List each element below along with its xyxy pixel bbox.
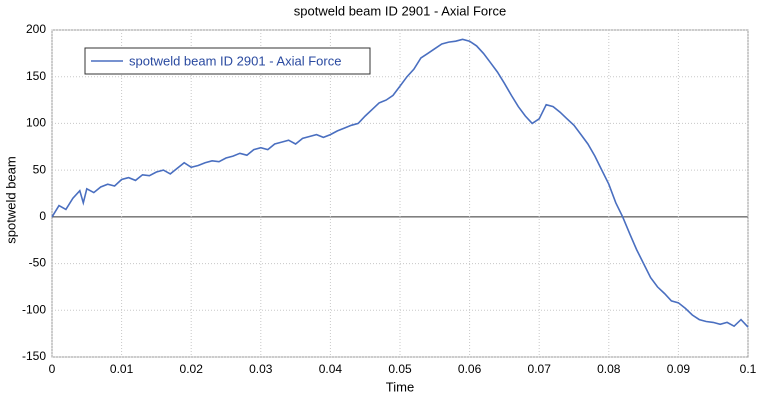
x-tick-label: 0.07 bbox=[528, 362, 552, 376]
chart-title: spotweld beam ID 2901 - Axial Force bbox=[294, 3, 506, 18]
y-tick-label: 150 bbox=[26, 69, 46, 83]
legend-label: spotweld beam ID 2901 - Axial Force bbox=[129, 53, 341, 68]
x-tick-label: 0.08 bbox=[597, 362, 621, 376]
x-tick-label: 0.05 bbox=[388, 362, 412, 376]
plot-area bbox=[51, 29, 749, 358]
x-tick-label: 0.06 bbox=[458, 362, 482, 376]
x-tick-label: 0.01 bbox=[110, 362, 134, 376]
x-tick-label: 0.1 bbox=[740, 362, 757, 376]
legend-box bbox=[84, 47, 371, 75]
y-tick-label: 200 bbox=[26, 22, 46, 36]
x-tick-label: 0.02 bbox=[180, 362, 204, 376]
y-tick-label: 100 bbox=[26, 116, 46, 130]
x-tick-label: 0.09 bbox=[667, 362, 691, 376]
y-axis-label: spotweld beam bbox=[3, 156, 18, 243]
y-tick-label: -100 bbox=[22, 302, 46, 316]
x-tick-label: 0.04 bbox=[319, 362, 343, 376]
y-tick-label: -150 bbox=[22, 349, 46, 363]
x-tick-label: 0.03 bbox=[249, 362, 273, 376]
data-line bbox=[51, 38, 749, 328]
y-tick-label: 50 bbox=[33, 162, 47, 176]
y-tick-label: 0 bbox=[39, 209, 46, 223]
y-tick-label: -50 bbox=[29, 256, 47, 270]
x-axis-label: Time bbox=[386, 379, 414, 394]
x-tick-label: 0 bbox=[49, 362, 56, 376]
